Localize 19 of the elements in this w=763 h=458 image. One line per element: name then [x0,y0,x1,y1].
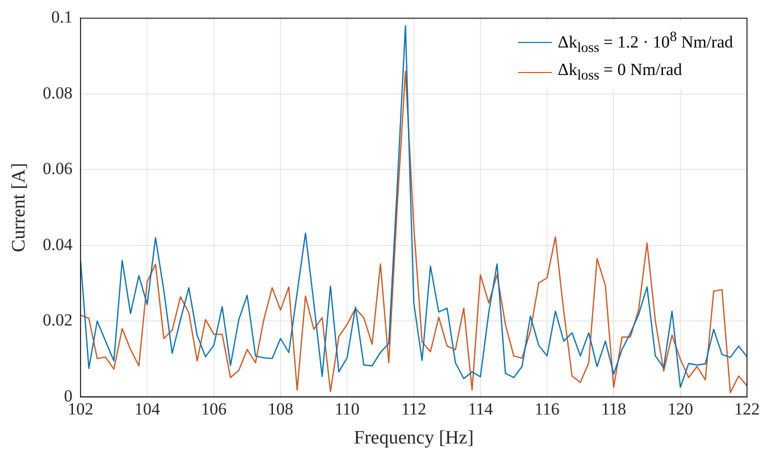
x-tick-label: 116 [534,399,560,418]
x-axis-title: Frequency [Hz] [354,428,474,449]
x-tick-label: 104 [134,399,160,418]
legend-label: Δk$_{loss}$ = 1.2 · 10$^{8}$ Nm/rad [558,28,733,58]
x-tick-label: 122 [734,399,760,418]
x-tick-label: 120 [668,399,694,418]
y-tick-label: 0.08 [42,83,73,102]
y-tick-label: 0.02 [42,310,73,330]
x-tick-label: 118 [601,399,626,418]
x-tick-label: 114 [468,399,494,418]
x-tick-label: 110 [334,399,360,418]
x-tick-label: 106 [201,399,227,418]
y-tick-label: 0.1 [51,8,73,27]
y-tick-label: 0.04 [42,234,74,254]
y-tick-label: 0.06 [42,159,73,178]
x-tick-label: 108 [268,399,294,418]
y-axis-title: Current [A] [8,162,30,252]
x-tick-label: 112 [401,399,426,418]
legend-label: Δk$_{loss}$ = 0 Nm/rad [558,59,682,86]
